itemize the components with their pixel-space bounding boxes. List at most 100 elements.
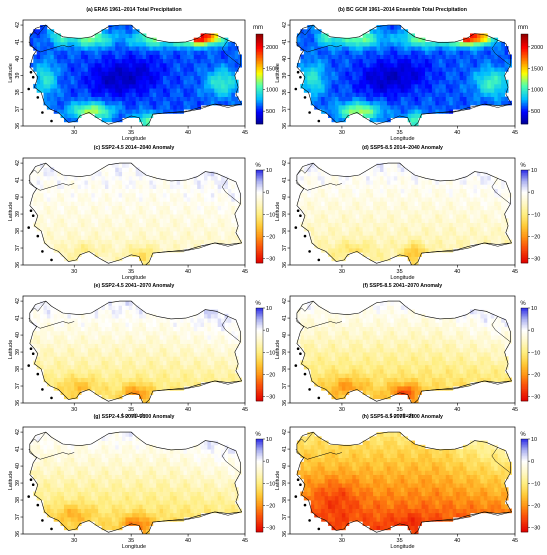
heatmap-cell — [156, 240, 160, 245]
heatmap-cell — [390, 163, 394, 168]
heatmap-cell — [40, 331, 44, 336]
heatmap-cell — [460, 210, 464, 215]
heatmap-cell — [446, 218, 450, 223]
heatmap-cell — [143, 67, 147, 72]
heatmap-cell — [115, 180, 119, 185]
heatmap-cell — [425, 193, 429, 198]
heatmap-cell — [180, 244, 184, 249]
heatmap-cell — [81, 105, 85, 110]
heatmap-cell — [363, 248, 367, 253]
heatmap-cell — [91, 210, 95, 215]
heatmap-cell — [125, 71, 129, 76]
heatmap-cell — [411, 105, 415, 110]
heatmap-cell — [122, 248, 126, 253]
heatmap-cell — [359, 193, 363, 198]
heatmap-cell — [442, 63, 446, 68]
heatmap-cell — [335, 240, 339, 245]
heatmap-cell — [146, 84, 150, 89]
heatmap-cell — [332, 235, 336, 240]
heatmap-cell — [40, 339, 44, 344]
heatmap-cell — [146, 210, 150, 215]
heatmap-cell — [170, 189, 174, 194]
heatmap-cell — [102, 80, 106, 85]
heatmap-cell — [397, 206, 401, 211]
heatmap-cell — [415, 109, 419, 114]
heatmap-cell — [314, 92, 318, 97]
heatmap-cell — [449, 59, 453, 64]
heatmap-cell — [425, 206, 429, 211]
heatmap-cell — [136, 109, 140, 114]
heatmap-cell — [112, 218, 116, 223]
heatmap-cell — [501, 227, 505, 232]
heatmap-cell — [332, 252, 336, 257]
heatmap-cell — [119, 80, 123, 85]
heatmap-cell — [204, 97, 208, 102]
heatmap-cell — [377, 167, 381, 172]
heatmap-cell — [332, 109, 336, 114]
heatmap-cell — [342, 240, 346, 245]
heatmap-cell — [108, 105, 112, 110]
heatmap-cell — [98, 50, 102, 55]
heatmap-cell — [146, 97, 150, 102]
heatmap-cell — [380, 252, 384, 257]
x-tick-label: 45 — [512, 130, 518, 136]
heatmap-cell — [456, 223, 460, 228]
heatmap-cell — [129, 176, 133, 181]
heatmap-cell — [81, 193, 85, 198]
heatmap-cell — [477, 50, 481, 55]
heatmap-cell — [47, 373, 51, 378]
heatmap-cell — [397, 172, 401, 177]
heatmap-cell — [425, 210, 429, 215]
heatmap-cell — [149, 92, 153, 97]
heatmap-cell — [37, 356, 41, 361]
heatmap-cell — [383, 214, 387, 219]
heatmap-cell — [352, 244, 356, 249]
heatmap-cell — [102, 184, 106, 189]
heatmap-cell — [397, 180, 401, 185]
heatmap-cell — [115, 71, 119, 76]
heatmap-cell — [43, 305, 47, 310]
heatmap-cell — [314, 59, 318, 64]
heatmap-cell — [84, 201, 88, 206]
heatmap-cell — [61, 97, 65, 102]
heatmap-cell — [332, 101, 336, 106]
heatmap-cell — [211, 193, 215, 198]
heatmap-cell — [449, 97, 453, 102]
heatmap-cell — [425, 184, 429, 189]
heatmap-cell — [71, 109, 75, 114]
heatmap-cell — [54, 80, 58, 85]
heatmap-cell — [91, 218, 95, 223]
heatmap-cell — [397, 50, 401, 55]
heatmap-cell — [54, 176, 58, 181]
heatmap-cell — [418, 244, 422, 249]
heatmap-cell — [108, 113, 112, 118]
heatmap-cell — [383, 197, 387, 202]
heatmap-cell — [37, 223, 41, 228]
heatmap-cell — [57, 227, 61, 232]
heatmap-cell — [112, 118, 116, 123]
heatmap-cell — [156, 54, 160, 59]
heatmap-cell — [484, 223, 488, 228]
heatmap-cell — [170, 240, 174, 245]
heatmap-cell — [383, 206, 387, 211]
heatmap-cell — [47, 352, 51, 357]
heatmap-cell — [311, 235, 315, 240]
heatmap-cell — [43, 214, 47, 219]
heatmap-cell — [345, 223, 349, 228]
heatmap-cell — [363, 63, 367, 68]
heatmap-cell — [74, 180, 78, 185]
heatmap-cell — [428, 227, 432, 232]
heatmap-cell — [190, 214, 194, 219]
y-tick-label: 36 — [15, 262, 21, 268]
heatmap-cell — [50, 42, 54, 47]
heatmap-cell — [177, 223, 181, 228]
heatmap-cell — [115, 105, 119, 110]
heatmap-cell — [105, 97, 109, 102]
heatmap-cell — [139, 214, 143, 219]
heatmap-cell — [498, 42, 502, 47]
heatmap-cell — [470, 97, 474, 102]
heatmap-cell — [446, 206, 450, 211]
heatmap-cell — [428, 59, 432, 64]
heatmap-cell — [359, 223, 363, 228]
heatmap-cell — [180, 84, 184, 89]
